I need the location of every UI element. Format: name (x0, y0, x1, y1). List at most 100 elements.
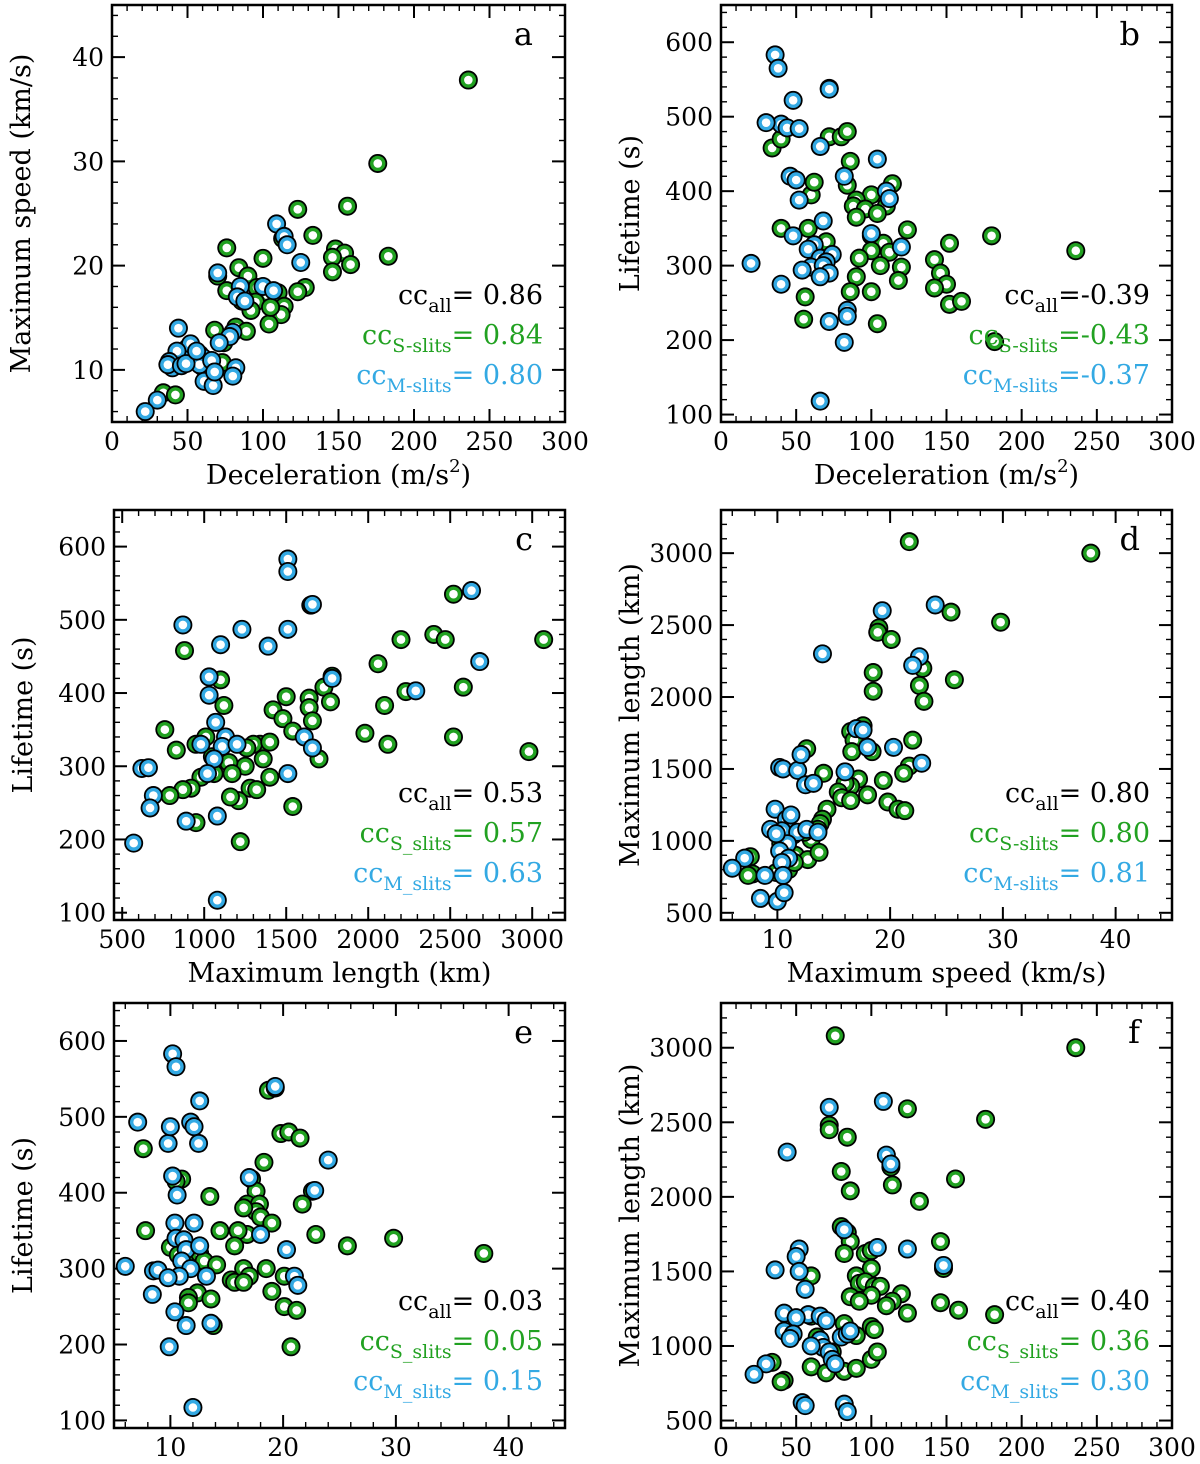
cc-subscript: all (1035, 1301, 1058, 1323)
point-hole (778, 871, 788, 880)
point-hole (239, 1277, 248, 1287)
plot-frame (719, 508, 1174, 922)
point-hole (791, 175, 801, 185)
data-point (771, 274, 791, 294)
point-hole (208, 381, 218, 390)
point-hole (245, 1173, 254, 1182)
point-hole (936, 1237, 945, 1246)
data-point (976, 1109, 996, 1129)
point-hole (814, 848, 824, 857)
cc-value: = 0.84 (452, 320, 543, 351)
data-point (173, 615, 193, 635)
cc-subscript: M-slits (387, 375, 452, 397)
y-tick-label: 1000 (649, 1332, 713, 1361)
data-point (822, 244, 842, 264)
data-point (435, 630, 455, 650)
point-hole (900, 806, 910, 815)
x-tick-label: 1000 (172, 925, 236, 954)
y-tick-label: 100 (58, 1406, 106, 1435)
data-point (302, 738, 322, 758)
data-point (166, 1057, 186, 1077)
y-axis-label: Lifetime (s) (615, 135, 646, 292)
data-point (924, 278, 944, 298)
point-hole (326, 697, 335, 707)
point-hole (373, 659, 383, 669)
data-point (831, 1162, 851, 1182)
data-point (849, 248, 869, 268)
plot-frame (112, 508, 567, 922)
point-hole (858, 725, 868, 735)
data-point (773, 759, 793, 779)
data-point (355, 723, 375, 743)
series-m-slits (115, 1044, 338, 1418)
point-hole (917, 758, 926, 768)
data-point (825, 1026, 845, 1046)
point-hole (373, 159, 383, 168)
data-point (222, 764, 242, 784)
y-tick-label: 100 (665, 401, 713, 430)
point-hole (214, 338, 224, 348)
y-tick-label: 2500 (649, 611, 713, 640)
point-hole (217, 742, 227, 751)
point-hole (265, 772, 275, 782)
data-point (884, 737, 904, 757)
data-point (899, 532, 919, 552)
point-hole (449, 732, 458, 742)
y-tick-label: 10 (72, 356, 104, 385)
point-hole (770, 50, 780, 60)
data-point (798, 218, 818, 238)
point-hole (299, 732, 309, 742)
cc-base: cc (1005, 778, 1035, 809)
y-tick-label: 40 (72, 43, 104, 72)
y-tick-label: 500 (58, 606, 106, 635)
x-tick-label: 300 (541, 427, 589, 456)
point-hole (259, 1158, 269, 1167)
x-tick-label: 200 (998, 1433, 1046, 1462)
x-tick-label: 40 (493, 1433, 525, 1462)
point-hole (824, 317, 834, 326)
point-hole (855, 1296, 864, 1306)
y-tick-label: 2000 (649, 683, 713, 712)
point-hole (314, 754, 324, 764)
point-hole (276, 310, 286, 319)
x-tick-label: 0 (713, 427, 729, 456)
x-tick-label: 50 (780, 427, 812, 456)
cc-value: =-0.37 (1058, 360, 1150, 391)
x-tick-label: 50 (780, 1433, 812, 1462)
data-point (1066, 1038, 1086, 1058)
data-point (190, 1236, 210, 1256)
cc-all-label: ccall= 0.03 (398, 1286, 543, 1323)
data-point (155, 720, 175, 740)
point-hole (876, 1282, 885, 1291)
point-hole (384, 251, 393, 261)
point-hole (903, 1244, 912, 1254)
x-tick-label: 10 (761, 925, 793, 954)
point-hole (842, 1132, 852, 1142)
point-hole (264, 319, 274, 329)
data-point (201, 1289, 221, 1309)
data-point (888, 271, 908, 291)
point-hole (867, 1290, 876, 1300)
data-point (952, 291, 972, 311)
point-hole (283, 625, 293, 634)
point-hole (310, 1186, 319, 1195)
point-hole (383, 739, 393, 749)
cc-base: cc (398, 1286, 428, 1317)
x-tick-label: 500 (98, 925, 146, 954)
point-hole (761, 118, 771, 127)
cc-subscript: S_slits (390, 833, 452, 855)
panel-letter: e (514, 1013, 533, 1051)
minor-ticks (720, 1002, 1173, 1428)
point-hole (163, 360, 173, 369)
x-tick-label: 150 (923, 427, 971, 456)
cc-all-label: ccall=-0.39 (1004, 280, 1150, 317)
x-tick-label: 100 (847, 427, 895, 456)
data-point (176, 354, 196, 374)
point-hole (174, 323, 183, 333)
point-hole (778, 764, 788, 774)
y-tick-label: 300 (58, 1255, 106, 1284)
cc-all-label: ccall= 0.86 (398, 280, 543, 317)
cc-base: cc (360, 1326, 390, 1357)
data-point (183, 1398, 203, 1418)
